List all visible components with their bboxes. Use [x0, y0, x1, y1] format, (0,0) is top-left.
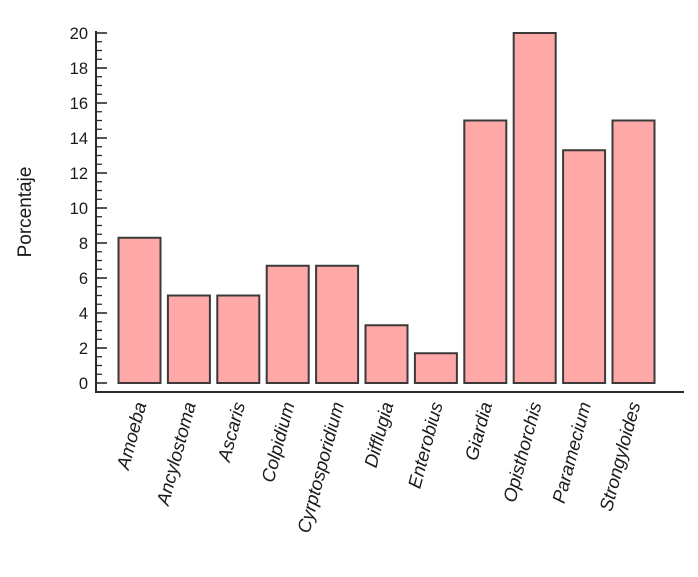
y-tick-label: 8	[79, 235, 88, 253]
x-tick-label: Cyrptosporidium	[293, 400, 348, 536]
bar-opisthorchis	[512, 32, 557, 384]
x-tick-label: Ancylostoma	[152, 400, 200, 509]
y-tick-label: 18	[70, 60, 88, 78]
bar-cyrptosporidium	[315, 264, 360, 384]
y-tick-label: 4	[79, 305, 88, 323]
bar-difflugia	[364, 324, 409, 384]
x-tick-label: Paramecium	[548, 400, 595, 506]
bar-giardia	[463, 119, 508, 384]
x-tick-label: Enterobius	[404, 400, 447, 491]
y-tick-label: 0	[79, 375, 88, 393]
bar-ancylostoma	[166, 294, 211, 384]
x-tick-label: Colpidium	[257, 400, 299, 485]
y-tick-label: 2	[79, 340, 88, 358]
bar-amoeba	[117, 236, 162, 384]
y-tick-label: 6	[79, 270, 88, 288]
bar-strongyloides	[611, 119, 656, 384]
bar-paramecium	[562, 149, 607, 384]
x-tick-label: Strongyloides	[595, 400, 644, 514]
y-tick-label: 10	[70, 200, 88, 218]
x-tick-label: Giardia	[460, 400, 496, 463]
x-tick-label: Amoeba	[112, 400, 150, 473]
y-tick-label: 20	[70, 25, 88, 43]
x-tick-label: Ascaris	[213, 400, 249, 465]
bar-colpidium	[265, 264, 310, 384]
y-axis-title: Porcentaje	[15, 167, 36, 258]
y-tick-label: 14	[70, 130, 88, 148]
x-tick-label: Opisthorchis	[499, 400, 546, 505]
bar-enterobius	[413, 352, 458, 384]
x-tick-label: Difflugia	[360, 400, 398, 470]
y-tick-label: 12	[70, 165, 88, 183]
y-tick-label: 16	[70, 95, 88, 113]
bar-ascaris	[216, 294, 261, 384]
